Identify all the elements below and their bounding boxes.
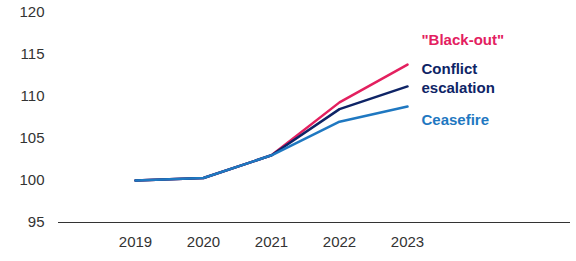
svg-text:115: 115 [21, 45, 45, 62]
svg-text:2019: 2019 [119, 233, 152, 250]
svg-text:"Black-out": "Black-out" [422, 31, 505, 48]
svg-text:2023: 2023 [391, 233, 424, 250]
svg-text:95: 95 [28, 213, 45, 230]
svg-text:2020: 2020 [187, 233, 220, 250]
svg-text:2021: 2021 [255, 233, 288, 250]
svg-text:100: 100 [19, 171, 44, 188]
svg-text:2022: 2022 [323, 233, 356, 250]
svg-text:Conflictescalation: Conflictescalation [422, 60, 495, 96]
svg-text:105: 105 [19, 129, 44, 146]
svg-text:Ceasefire: Ceasefire [422, 111, 490, 128]
svg-text:120: 120 [19, 3, 44, 20]
svg-text:110: 110 [21, 87, 45, 104]
